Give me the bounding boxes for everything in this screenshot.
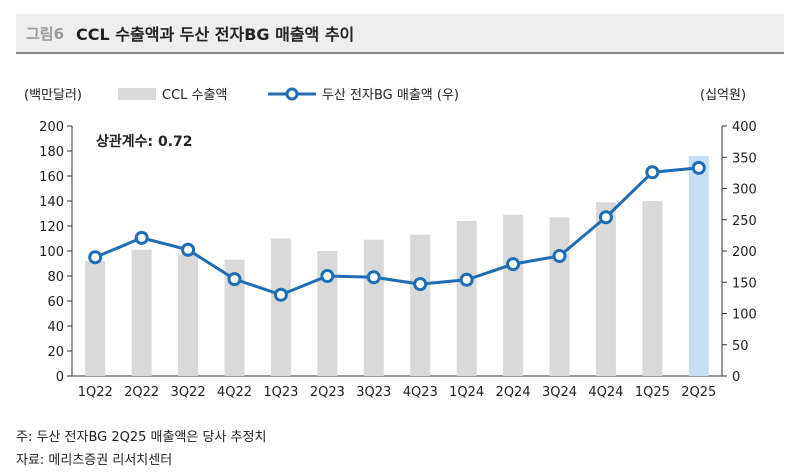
legend-bar-label: CCL 수출액 bbox=[162, 88, 227, 103]
legend-line-marker bbox=[285, 87, 299, 101]
line-point bbox=[134, 230, 149, 245]
left-tick-label: 20 bbox=[47, 345, 64, 360]
footer-note: 주: 두산 전자BG 2Q25 매출액은 당사 추정치 bbox=[16, 430, 267, 445]
bar bbox=[456, 221, 477, 376]
bar bbox=[85, 261, 106, 376]
bar bbox=[688, 156, 709, 376]
legend-bar-swatch bbox=[118, 88, 156, 100]
line-point bbox=[598, 210, 613, 225]
right-tick-label: 0 bbox=[732, 370, 740, 385]
right-tick-label: 350 bbox=[732, 151, 757, 166]
x-tick-label: 2Q24 bbox=[496, 385, 531, 400]
left-tick-label: 200 bbox=[39, 120, 64, 135]
footer-source: 자료: 메리츠증권 리서치센터 bbox=[16, 453, 173, 468]
bar bbox=[317, 251, 338, 376]
x-tick-label: 1Q23 bbox=[263, 385, 298, 400]
figure-label: 그림6 bbox=[26, 24, 65, 43]
line-point bbox=[645, 165, 660, 180]
x-tick-label: 1Q24 bbox=[449, 385, 484, 400]
right-tick-label: 300 bbox=[732, 183, 757, 198]
x-tick-label: 3Q24 bbox=[542, 385, 577, 400]
line-point bbox=[506, 257, 521, 272]
chart-title: CCL 수출액과 두산 전자BG 매출액 추이 bbox=[76, 25, 355, 44]
left-tick-label: 100 bbox=[39, 245, 64, 260]
right-tick-label: 100 bbox=[732, 308, 757, 323]
bar bbox=[503, 214, 524, 376]
bar bbox=[549, 217, 570, 376]
left-axis-unit: (백만달러) bbox=[24, 88, 82, 103]
legend-line-label: 두산 전자BG 매출액 (우) bbox=[322, 88, 459, 103]
right-tick-label: 400 bbox=[732, 120, 757, 135]
correlation-annotation: 상관계수: 0.72 bbox=[96, 133, 193, 150]
title-bar: 그림6 CCL 수출액과 두산 전자BG 매출액 추이 bbox=[16, 14, 784, 54]
left-tick-label: 60 bbox=[47, 295, 64, 310]
line-point bbox=[227, 272, 242, 287]
left-tick-label: 180 bbox=[39, 145, 64, 160]
bar bbox=[224, 259, 245, 376]
left-tick-label: 80 bbox=[47, 270, 64, 285]
x-tick-label: 1Q22 bbox=[78, 385, 113, 400]
bar bbox=[595, 202, 616, 376]
line-point bbox=[366, 270, 381, 285]
right-axis-unit: (십억원) bbox=[700, 88, 746, 103]
x-tick-label: 2Q25 bbox=[681, 385, 716, 400]
line-point bbox=[413, 277, 428, 292]
left-tick-label: 40 bbox=[47, 320, 64, 335]
bar bbox=[131, 249, 152, 376]
x-tick-label: 4Q23 bbox=[403, 385, 438, 400]
x-tick-label: 1Q25 bbox=[635, 385, 670, 400]
x-tick-label: 3Q22 bbox=[171, 385, 206, 400]
left-tick-label: 160 bbox=[39, 170, 64, 185]
legend: CCL 수출액 두산 전자BG 매출액 (우) bbox=[118, 87, 459, 103]
plot-area: 0 20 40 60 80 100 120 140 160 180 200 0 50 100 150 200 2… bbox=[39, 120, 757, 400]
chart: CCL 수출액 두산 전자BG 매출액 (우) (백만달러) (십억원) 상관계… bbox=[24, 87, 757, 400]
left-tick-label: 140 bbox=[39, 195, 64, 210]
left-tick-label: 0 bbox=[56, 370, 64, 385]
x-tick-label: 4Q24 bbox=[588, 385, 623, 400]
bar bbox=[178, 253, 199, 376]
bar bbox=[363, 239, 384, 376]
x-tick-label: 2Q22 bbox=[124, 385, 159, 400]
line-point bbox=[691, 160, 706, 175]
right-tick-label: 150 bbox=[732, 276, 757, 291]
right-tick-label: 250 bbox=[732, 214, 757, 229]
bar bbox=[270, 238, 291, 376]
right-tick-label: 50 bbox=[732, 339, 749, 354]
x-tick-label: 3Q23 bbox=[356, 385, 391, 400]
left-tick-label: 120 bbox=[39, 220, 64, 235]
series-line bbox=[94, 166, 699, 297]
x-tick-label: 4Q22 bbox=[217, 385, 252, 400]
line-point bbox=[320, 269, 335, 283]
right-tick-label: 200 bbox=[732, 245, 757, 260]
bar bbox=[642, 201, 663, 376]
bar bbox=[410, 234, 431, 376]
line-point bbox=[552, 249, 567, 263]
line-point bbox=[181, 242, 196, 257]
line-point bbox=[459, 272, 474, 287]
line-point bbox=[88, 250, 103, 265]
line-point bbox=[273, 287, 288, 302]
x-tick-label: 2Q23 bbox=[310, 385, 345, 400]
